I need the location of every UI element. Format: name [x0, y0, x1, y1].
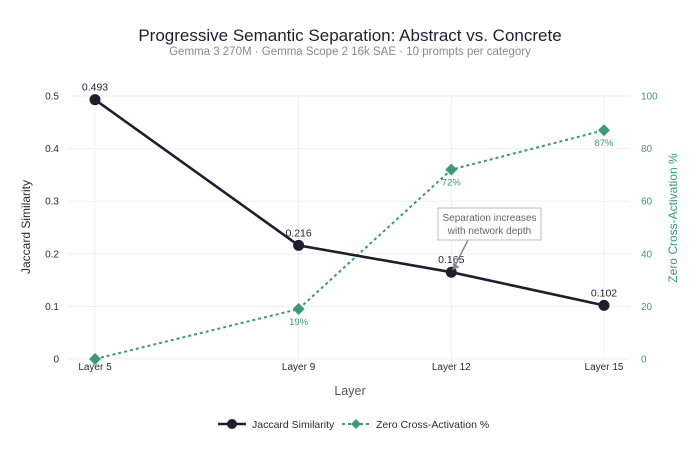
x-axis-title: Layer: [334, 384, 365, 398]
jaccard-data-label: 0.216: [285, 227, 311, 239]
series-zero-cross-line: [94, 129, 605, 360]
y2-axis-title: Zero Cross-Activation %: [666, 153, 680, 283]
y-tick-label: 0.2: [45, 249, 59, 260]
series-layer: 19% 72% 87% 0.493 0.216 0.165 0.102: [82, 82, 617, 365]
zero-cross-data-label: 87%: [594, 138, 614, 149]
y-tick-label: 0.3: [45, 197, 59, 208]
chart-title: Progressive Semantic Separation: Abstrac…: [138, 26, 561, 45]
zero-cross-data-label: 72%: [442, 178, 462, 189]
legend-zero-cross-marker: [351, 419, 361, 429]
jaccard-point: [598, 299, 610, 311]
y-tick-label: 0: [53, 355, 59, 366]
y2-tick-label: 20: [641, 302, 653, 313]
y2-tick-label: 40: [641, 249, 653, 260]
y-tick-label: 0.1: [45, 302, 59, 313]
annotation-layer: Separation increases with network depth: [437, 207, 542, 271]
y-tick-label: 0.5: [45, 92, 59, 103]
chart-subtitle: Gemma 3 270M · Gemma Scope 2 16k SAE · 1…: [169, 46, 531, 58]
y2-tick-label: 60: [641, 197, 653, 208]
legend: Jaccard Similarity Zero Cross-Activation …: [218, 419, 489, 431]
annotation-text: with network depth: [447, 226, 531, 237]
jaccard-data-label: 0.165: [438, 254, 464, 266]
annotation-box: [437, 207, 542, 241]
jaccard-point: [89, 94, 101, 106]
axes: 0 0.1 0.2 0.3 0.4 0.5 0 20 40 60 80 100 Layer 5 Layer…: [19, 92, 680, 399]
x-tick-label: Layer 9: [282, 362, 316, 373]
legend-zero-cross-label: Zero Cross-Activation %: [376, 419, 489, 431]
zero-cross-point: [292, 303, 305, 316]
legend-jaccard-label: Jaccard Similarity: [252, 419, 335, 431]
grid: [68, 95, 630, 360]
zero-cross-data-label: 19%: [289, 317, 309, 328]
x-tick-label: Layer 12: [432, 362, 471, 373]
annotation-arrowhead: [452, 262, 460, 271]
zero-cross-point: [445, 163, 458, 176]
x-tick-label: Layer 5: [78, 362, 112, 373]
y-axis-title: Jaccard Similarity: [19, 180, 33, 274]
annotation-text: Separation increases: [443, 213, 537, 224]
zero-cross-point: [89, 353, 101, 365]
x-tick-label: Layer 15: [585, 362, 624, 373]
jaccard-data-label: 0.493: [82, 82, 108, 94]
y2-tick-label: 100: [641, 92, 658, 103]
jaccard-point: [293, 239, 305, 251]
y2-tick-label: 80: [641, 144, 653, 155]
zero-cross-point: [598, 124, 610, 137]
legend-jaccard-marker: [227, 419, 237, 429]
jaccard-data-label: 0.102: [591, 287, 617, 299]
y2-tick-label: 0: [641, 355, 647, 366]
y-tick-label: 0.4: [45, 144, 59, 155]
series-jaccard-line: [94, 98, 605, 307]
